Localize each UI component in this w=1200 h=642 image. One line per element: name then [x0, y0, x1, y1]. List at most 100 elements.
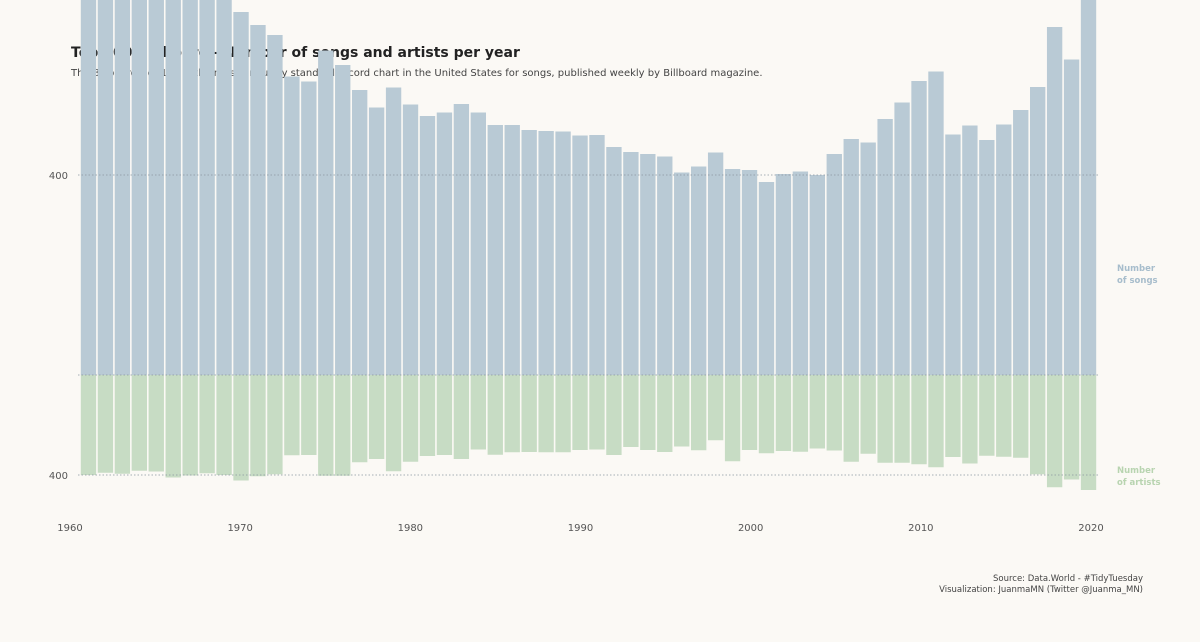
songs-bar [301, 81, 317, 375]
songs-bar [419, 116, 436, 375]
artists-bar [504, 375, 520, 453]
artists-bar [1063, 375, 1080, 480]
songs-bar [962, 125, 978, 375]
artists-bar [148, 375, 164, 472]
songs-bar [792, 171, 809, 375]
songs-bar [1046, 27, 1063, 375]
songs-bar [640, 154, 656, 375]
artists-bar [216, 375, 232, 475]
artists-bar [1030, 375, 1046, 475]
songs-bar [538, 131, 554, 375]
songs-bar [453, 104, 470, 375]
artists-bar [114, 375, 131, 474]
songs-bar [233, 12, 249, 375]
artists-bar [724, 375, 741, 462]
songs-bar [368, 107, 385, 375]
songs-series-label: of songs [1117, 276, 1158, 286]
songs-series-label: Number [1117, 264, 1156, 274]
artists-bar [182, 375, 198, 476]
artists-bar [843, 375, 859, 462]
artists-series-label: of artists [1117, 478, 1161, 488]
artists-bar [962, 375, 978, 464]
y-tick-label-songs: 400 [49, 171, 68, 182]
artists-bar [741, 375, 758, 450]
songs-bar [114, 0, 131, 375]
artists-bar [928, 375, 944, 468]
songs-bar [843, 139, 859, 375]
artists-bar [1080, 375, 1097, 490]
artists-bar [487, 375, 503, 455]
artists-bar [877, 375, 893, 463]
artists-bar [165, 375, 181, 478]
songs-bar [1063, 59, 1080, 375]
artists-bar [97, 375, 114, 473]
songs-bar [623, 152, 639, 375]
artists-bar [453, 375, 470, 459]
songs-bar [741, 170, 758, 375]
x-tick-label: 2010 [908, 523, 933, 534]
caption: Source: Data.World - #TidyTuesday Visual… [939, 574, 1143, 596]
artists-bar [250, 375, 266, 477]
artists-bar [979, 375, 995, 456]
songs-bar [826, 154, 842, 375]
artists-bar [335, 375, 351, 476]
songs-bar [352, 90, 368, 375]
songs-bar [555, 131, 571, 375]
chart-subtitle: The Billboard Hot 100 is the music indus… [71, 68, 763, 79]
artists-bar [267, 375, 283, 475]
artists-bar [385, 375, 402, 472]
songs-bar [267, 35, 283, 375]
caption-visualization: Visualization: JuanmaMN (Twitter @Juanma… [939, 585, 1143, 595]
songs-bar [928, 71, 944, 375]
artists-bar [419, 375, 436, 456]
songs-bar [996, 124, 1012, 375]
artists-bar [674, 375, 690, 447]
songs-bar [877, 119, 893, 375]
songs-bar [657, 156, 673, 375]
songs-bar [250, 25, 266, 375]
artists-bar [792, 375, 809, 452]
artists-bar [606, 375, 622, 455]
songs-bar [148, 0, 164, 375]
artists-bar [809, 375, 825, 449]
artists-bar [691, 375, 707, 451]
caption-source: Source: Data.World - #TidyTuesday [992, 574, 1143, 584]
songs-bar [945, 134, 961, 375]
artists-bar [131, 375, 147, 471]
songs-bar [911, 81, 927, 375]
artists-bar [640, 375, 656, 450]
x-tick-label: 1980 [398, 523, 423, 534]
artists-bar [894, 375, 910, 463]
artists-bar [284, 375, 300, 456]
artists-bar [555, 375, 571, 453]
artists-bar [911, 375, 927, 465]
artists-bar [301, 375, 317, 455]
songs-bar [335, 65, 351, 375]
y-tick-label-artists: 400 [49, 471, 68, 482]
artists-bar [826, 375, 842, 451]
songs-bar [402, 104, 419, 375]
artists-bar [775, 375, 792, 451]
songs-bar [131, 0, 147, 375]
songs-bar [707, 152, 724, 375]
artists-bar [538, 375, 554, 453]
songs-bar [674, 172, 690, 375]
songs-bar [487, 125, 503, 375]
artists-bar [402, 375, 419, 462]
songs-bar [860, 142, 876, 375]
songs-bar [165, 0, 181, 375]
x-tick-label: 1960 [57, 523, 82, 534]
songs-bar [691, 166, 707, 375]
songs-bar [589, 135, 605, 375]
x-tick-label: 2000 [738, 523, 763, 534]
artists-bar [470, 375, 486, 450]
songs-bar [470, 112, 486, 375]
songs-bar [572, 135, 588, 375]
songs-bar [97, 0, 114, 375]
songs-bar [979, 140, 995, 375]
artists-bar [996, 375, 1012, 457]
songs-bar [216, 0, 232, 375]
artists-bar [1013, 375, 1029, 458]
artists-bar [572, 375, 588, 450]
